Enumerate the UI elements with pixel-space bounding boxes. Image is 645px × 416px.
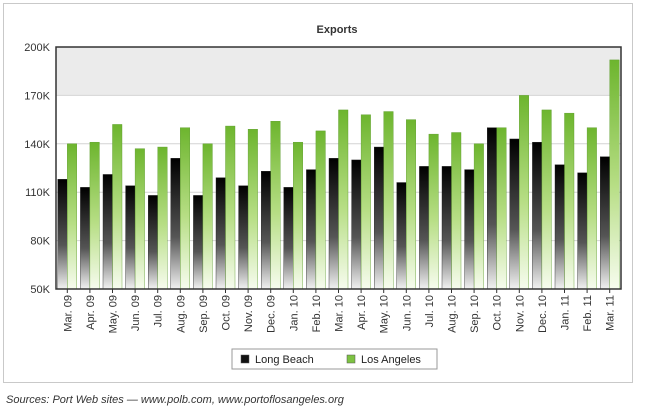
exports-chart: Exports 50K 80K 110K 140K 170K 200K Mar. 09 Apr… (24, 24, 622, 370)
bar-long-beach (125, 185, 136, 290)
y-tick-label: 200K (24, 42, 50, 54)
bar-long-beach (193, 195, 204, 290)
bar-los-angeles (270, 121, 281, 290)
bar-long-beach (147, 195, 158, 290)
legend-swatch (346, 354, 356, 364)
legend-label: Long Beach (255, 354, 314, 366)
x-tick-label: Feb. 11 (582, 295, 594, 332)
source-caption: Sources: Port Web sites — www.polb.com, … (6, 394, 344, 406)
x-tick-label: Aug. 09 (175, 295, 187, 333)
bar-los-angeles (586, 127, 597, 290)
bar-los-angeles (451, 132, 462, 290)
bar-los-angeles (134, 148, 145, 290)
x-tick-label: Oct. 09 (221, 295, 233, 330)
x-tick-label: Oct. 10 (492, 295, 504, 330)
bar-los-angeles (406, 119, 416, 290)
bar-long-beach (238, 185, 249, 290)
x-tick-label: Sep. 09 (198, 295, 210, 333)
x-tick-label: Dec. 09 (266, 295, 278, 333)
bar-long-beach (261, 171, 271, 290)
x-tick-label: Jan. 10 (288, 295, 300, 331)
chart-title: Exports (317, 24, 358, 36)
bar-los-angeles (360, 114, 371, 290)
bar-los-angeles (473, 143, 484, 290)
x-tick-label: Jul. 09 (153, 295, 165, 327)
bar-los-angeles (202, 143, 213, 290)
bar-los-angeles (519, 95, 529, 290)
x-tick-label: Jun. 09 (130, 295, 142, 331)
x-tick-label: Mar. 09 (62, 295, 74, 332)
bar-long-beach (600, 156, 610, 290)
bar-los-angeles (496, 127, 507, 290)
bar-los-angeles (338, 109, 349, 290)
bar-los-angeles (67, 143, 78, 290)
bar-los-angeles (609, 59, 620, 290)
bar-long-beach (351, 159, 362, 290)
x-tick-label: Mar. 10 (334, 295, 346, 332)
bar-long-beach (577, 172, 588, 290)
bar-long-beach (487, 127, 497, 290)
bar-los-angeles (225, 125, 236, 290)
x-tick-label: Apr. 10 (356, 295, 368, 330)
bar-long-beach (80, 187, 91, 290)
bar-long-beach (464, 169, 475, 290)
x-tick-label: Mar. 11 (605, 295, 617, 331)
x-tick-label: Nov. 10 (514, 295, 526, 332)
plot-area-border (55, 46, 622, 290)
x-tick-label: Feb. 10 (311, 295, 323, 332)
bar-long-beach (283, 187, 294, 290)
y-tick-label: 170K (24, 90, 50, 102)
y-tick-label: 50K (30, 284, 50, 296)
x-tick-label: Jul. 10 (424, 295, 436, 327)
bar-los-angeles (541, 109, 552, 290)
bar-long-beach (374, 146, 384, 290)
x-tick-label: May. 09 (108, 295, 120, 333)
plot-band (56, 47, 621, 96)
bar-los-angeles (293, 141, 303, 290)
bar-long-beach (170, 158, 181, 290)
x-tick-label: Aug. 10 (447, 295, 459, 333)
bar-long-beach (509, 138, 520, 290)
bar-long-beach (306, 169, 317, 290)
bar-long-beach (102, 174, 113, 290)
x-tick-label: Jan. 11 (560, 295, 572, 330)
bar-long-beach (532, 141, 543, 290)
bar-los-angeles (112, 124, 123, 290)
y-tick-label: 140K (24, 139, 50, 151)
bar-long-beach (554, 164, 565, 290)
legend-label: Los Angeles (361, 354, 421, 366)
y-tick-label: 110K (25, 187, 51, 199)
legend-box (231, 348, 438, 370)
bar-long-beach (215, 177, 226, 290)
bar-long-beach (441, 166, 452, 290)
bar-los-angeles (564, 112, 575, 290)
x-tick-label: Dec. 10 (537, 295, 549, 333)
bar-long-beach (419, 166, 430, 290)
x-tick-label: Jun. 10 (401, 295, 413, 331)
bar-long-beach (396, 182, 407, 290)
x-tick-label: Apr. 09 (85, 295, 97, 330)
bar-los-angeles (428, 133, 439, 290)
x-tick-label: Sep. 10 (469, 295, 481, 333)
bar-long-beach (57, 179, 68, 290)
bar-los-angeles (180, 127, 191, 290)
bar-los-angeles (247, 129, 258, 290)
bar-long-beach (328, 158, 339, 290)
bar-los-angeles (383, 111, 394, 290)
bar-los-angeles (157, 146, 168, 290)
y-tick-label: 80K (30, 236, 50, 248)
bar-los-angeles (89, 141, 100, 290)
legend-swatch (240, 354, 250, 364)
x-tick-label: Nov. 09 (243, 295, 255, 332)
bar-los-angeles (315, 130, 326, 290)
x-tick-label: May. 10 (379, 295, 391, 333)
